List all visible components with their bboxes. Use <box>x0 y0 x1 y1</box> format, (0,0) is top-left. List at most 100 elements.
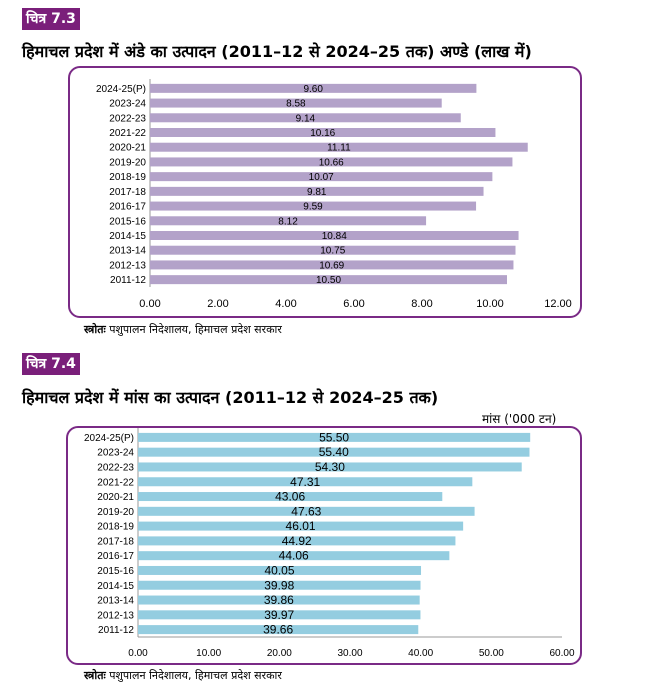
bar <box>138 462 522 472</box>
bar <box>138 536 456 546</box>
data-label: 44.06 <box>279 549 309 563</box>
data-label: 44.92 <box>282 534 312 548</box>
x-tick-label: 10.00 <box>196 648 221 659</box>
bar <box>150 275 507 285</box>
x-tick-label: 4.00 <box>275 298 296 310</box>
bar <box>150 201 477 211</box>
x-tick-label: 20.00 <box>267 648 292 659</box>
x-tick-label: 60.00 <box>549 648 574 659</box>
bar <box>150 142 528 152</box>
x-tick-label: 50.00 <box>479 648 504 659</box>
category-label: 2019-20 <box>109 157 146 168</box>
category-label: 2012-13 <box>109 260 146 271</box>
category-label: 2014-15 <box>109 231 146 242</box>
data-label: 10.84 <box>322 231 347 242</box>
category-label: 2020-21 <box>97 492 134 503</box>
category-label: 2017-18 <box>109 187 146 198</box>
source-text: पशुपालन निदेशालय, हिमाचल प्रदेश सरकार <box>109 669 282 682</box>
bar <box>138 521 464 531</box>
category-label: 2015-16 <box>97 566 134 577</box>
bar <box>150 83 477 93</box>
bar <box>138 492 443 502</box>
bar <box>150 260 514 270</box>
x-tick-label: 40.00 <box>408 648 433 659</box>
x-tick-label: 0.00 <box>139 298 160 310</box>
data-label: 54.30 <box>315 460 345 474</box>
category-label: 2014-15 <box>97 581 134 592</box>
data-label: 8.12 <box>278 216 298 227</box>
category-label: 2011-12 <box>110 275 146 286</box>
data-label: 55.50 <box>319 430 349 444</box>
data-label: 46.01 <box>286 519 316 533</box>
bar <box>150 172 493 182</box>
bar <box>138 610 421 620</box>
data-label: 9.59 <box>303 202 323 213</box>
data-label: 8.58 <box>286 99 306 110</box>
data-label: 10.16 <box>310 128 335 139</box>
figure-badge: चित्र 7.4 <box>22 353 80 375</box>
source-note: स्त्रोतः पशुपालन निदेशालय, हिमाचल प्रदेश… <box>84 668 282 683</box>
x-tick-label: 6.00 <box>343 298 364 310</box>
bar <box>150 113 461 123</box>
category-label: 2018-19 <box>97 522 134 533</box>
category-label: 2019-20 <box>97 507 134 518</box>
bar <box>138 625 419 635</box>
data-label: 9.81 <box>307 187 327 198</box>
bar <box>150 98 442 108</box>
category-label: 2021-22 <box>109 128 146 139</box>
data-label: 39.66 <box>263 623 293 637</box>
bar <box>138 506 475 516</box>
bar <box>138 432 531 442</box>
category-label: 2013-14 <box>97 596 134 607</box>
bar <box>150 231 519 240</box>
data-label: 10.50 <box>316 275 341 286</box>
x-tick-label: 8.00 <box>411 298 432 310</box>
category-label: 2022-23 <box>109 113 146 124</box>
category-label: 2020-21 <box>109 143 146 154</box>
source-note: स्त्रोतः पशुपालन निदेशालय, हिमाचल प्रदेश… <box>84 322 282 337</box>
x-tick-label: 2.00 <box>207 298 228 310</box>
unit-label: मांस ('000 टन) <box>482 412 557 426</box>
data-label: 43.06 <box>275 490 305 504</box>
category-label: 2011-12 <box>98 625 134 636</box>
source-label: स्त्रोतः <box>84 669 106 682</box>
data-label: 9.14 <box>296 113 316 124</box>
bar <box>138 580 421 590</box>
category-label: 2017-18 <box>97 536 134 547</box>
category-label: 2018-19 <box>109 172 146 183</box>
data-label: 10.07 <box>309 172 334 183</box>
data-label: 39.98 <box>264 578 294 592</box>
data-label: 11.11 <box>327 143 351 154</box>
category-label: 2012-13 <box>97 610 134 621</box>
data-label: 40.05 <box>264 563 294 577</box>
data-label: 55.40 <box>319 445 349 459</box>
data-label: 39.86 <box>264 593 294 607</box>
category-label: 2023-24 <box>109 99 146 110</box>
category-label: 2016-17 <box>97 551 134 562</box>
data-label: 9.60 <box>303 84 323 95</box>
data-label: 10.69 <box>319 260 344 271</box>
data-label: 47.63 <box>291 504 321 518</box>
source-label: स्त्रोतः <box>84 323 106 336</box>
category-label: 2022-23 <box>97 462 134 473</box>
x-tick-label: 10.00 <box>476 298 504 310</box>
category-label: 2024-25(P) <box>96 84 146 95</box>
chart-title: हिमाचल प्रदेश में मांस का उत्पादन (2011–… <box>22 388 439 407</box>
bar <box>150 245 516 255</box>
x-tick-label: 30.00 <box>337 648 362 659</box>
bar <box>138 595 420 605</box>
data-label: 39.97 <box>264 608 294 622</box>
chart-frame <box>66 426 582 665</box>
x-tick-label: 0.00 <box>128 648 148 659</box>
bar <box>150 216 427 226</box>
bar <box>150 186 484 196</box>
source-text: पशुपालन निदेशालय, हिमाचल प्रदेश सरकार <box>109 323 282 336</box>
category-label: 2024-25(P) <box>84 433 134 444</box>
data-label: 10.75 <box>320 246 345 257</box>
bar <box>150 128 496 137</box>
category-label: 2021-22 <box>97 477 134 488</box>
bar <box>138 551 450 561</box>
bar <box>138 447 530 457</box>
